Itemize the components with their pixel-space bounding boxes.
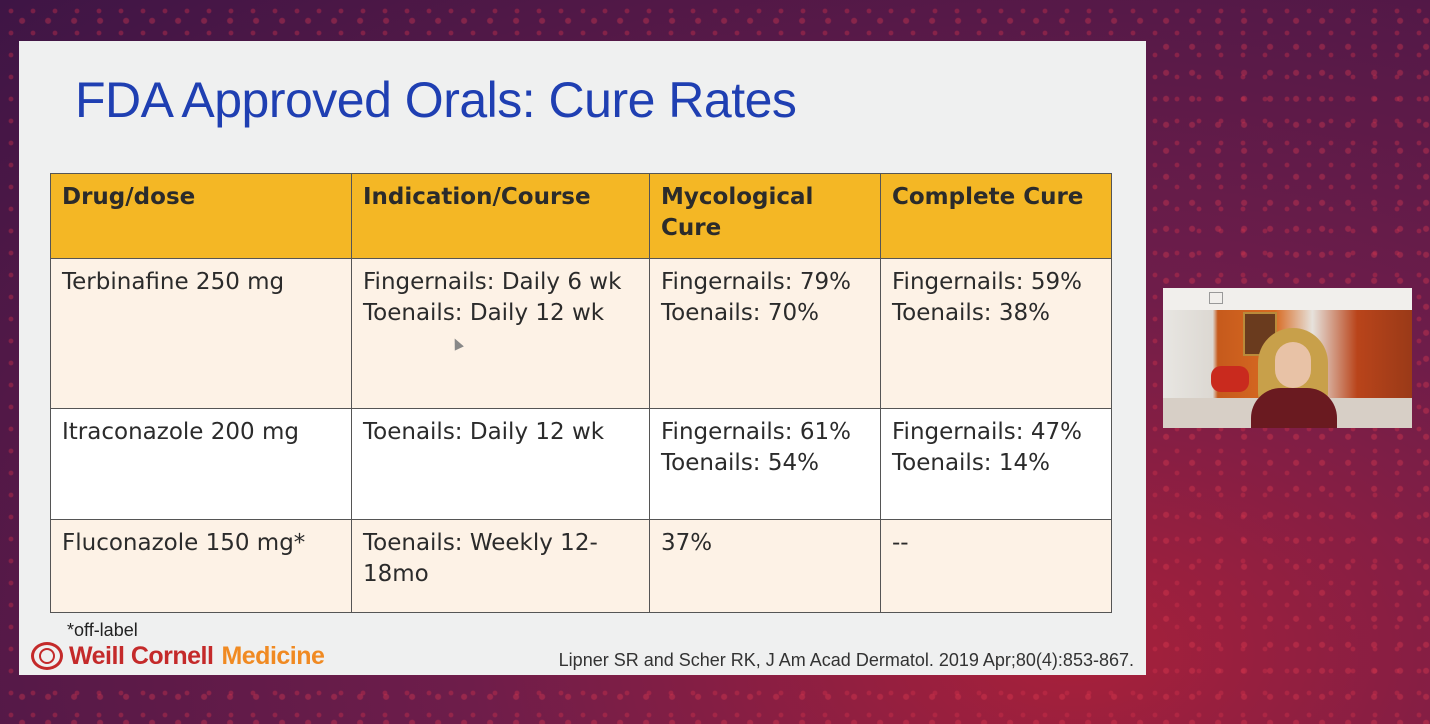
complete-line: Toenails: 14% [892, 450, 1050, 476]
table-row: Itraconazole 200 mg Toenails: Daily 12 w… [50, 408, 1112, 520]
cure-rates-table: Drug/dose Indication/Course Mycological … [50, 173, 1112, 613]
mycological-line: 37% [661, 530, 713, 556]
header-indication-course: Indication/Course [351, 173, 650, 259]
slide-title: FDA Approved Orals: Cure Rates [75, 72, 797, 128]
logo-text-weill-cornell: Weill Cornell [69, 641, 214, 670]
complete-cell: Fingernails: 47% Toenails: 14% [880, 408, 1112, 520]
complete-cell: -- [880, 519, 1112, 613]
drug-name: Terbinafine 250 mg [62, 269, 285, 295]
mycological-line: Toenails: 54% [661, 450, 819, 476]
footnote: *off-label [67, 620, 138, 640]
complete-line: Toenails: 38% [892, 300, 1050, 326]
mycological-cell: Fingernails: 61% Toenails: 54% [649, 408, 881, 520]
table-header-row: Drug/dose Indication/Course Mycological … [50, 173, 1112, 259]
presentation-slide: FDA Approved Orals: Cure Rates Drug/dose… [19, 41, 1146, 675]
complete-cell: Fingernails: 59% Toenails: 38% [880, 258, 1112, 409]
indication-cell: Fingernails: Daily 6 wk Toenails: Daily … [351, 258, 650, 409]
drug-cell: Itraconazole 200 mg [50, 408, 352, 520]
presenter-video-feed[interactable] [1163, 288, 1412, 428]
indication-line: Toenails: Weekly 12-18mo [363, 530, 598, 587]
indication-cell: Toenails: Daily 12 wk [351, 408, 650, 520]
drug-name: Fluconazole 150 mg* [62, 530, 306, 556]
logo-text-medicine: Medicine [221, 641, 325, 670]
indication-line: Toenails: Daily 12 wk [363, 419, 605, 445]
mycological-cell: 37% [649, 519, 881, 613]
camera-icon [1209, 292, 1223, 304]
drug-cell: Terbinafine 250 mg [50, 258, 352, 409]
mycological-line: Toenails: 70% [661, 300, 819, 326]
indication-line: Fingernails: Daily 6 wk [363, 269, 622, 295]
weill-cornell-logo: Weill Cornell Medicine [31, 641, 325, 671]
table-row: Terbinafine 250 mg Fingernails: Daily 6 … [50, 258, 1112, 409]
indication-line: Toenails: Daily 12 wk [363, 300, 605, 326]
table-row: Fluconazole 150 mg* Toenails: Weekly 12-… [50, 519, 1112, 613]
header-drug-dose: Drug/dose [50, 173, 352, 259]
drug-name: Itraconazole 200 mg [62, 419, 299, 445]
mycological-line: Fingernails: 79% [661, 269, 851, 295]
drug-cell: Fluconazole 150 mg* [50, 519, 352, 613]
header-mycological-cure: Mycological Cure [649, 173, 881, 259]
mycological-line: Fingernails: 61% [661, 419, 851, 445]
citation: Lipner SR and Scher RK, J Am Acad Dermat… [558, 650, 1134, 670]
complete-line: Fingernails: 47% [892, 419, 1082, 445]
weill-cornell-seal-icon [31, 642, 63, 670]
complete-line: -- [892, 530, 909, 556]
mycological-cell: Fingernails: 79% Toenails: 70% [649, 258, 881, 409]
header-complete-cure: Complete Cure [880, 173, 1112, 259]
complete-line: Fingernails: 59% [892, 269, 1082, 295]
indication-cell: Toenails: Weekly 12-18mo [351, 519, 650, 613]
